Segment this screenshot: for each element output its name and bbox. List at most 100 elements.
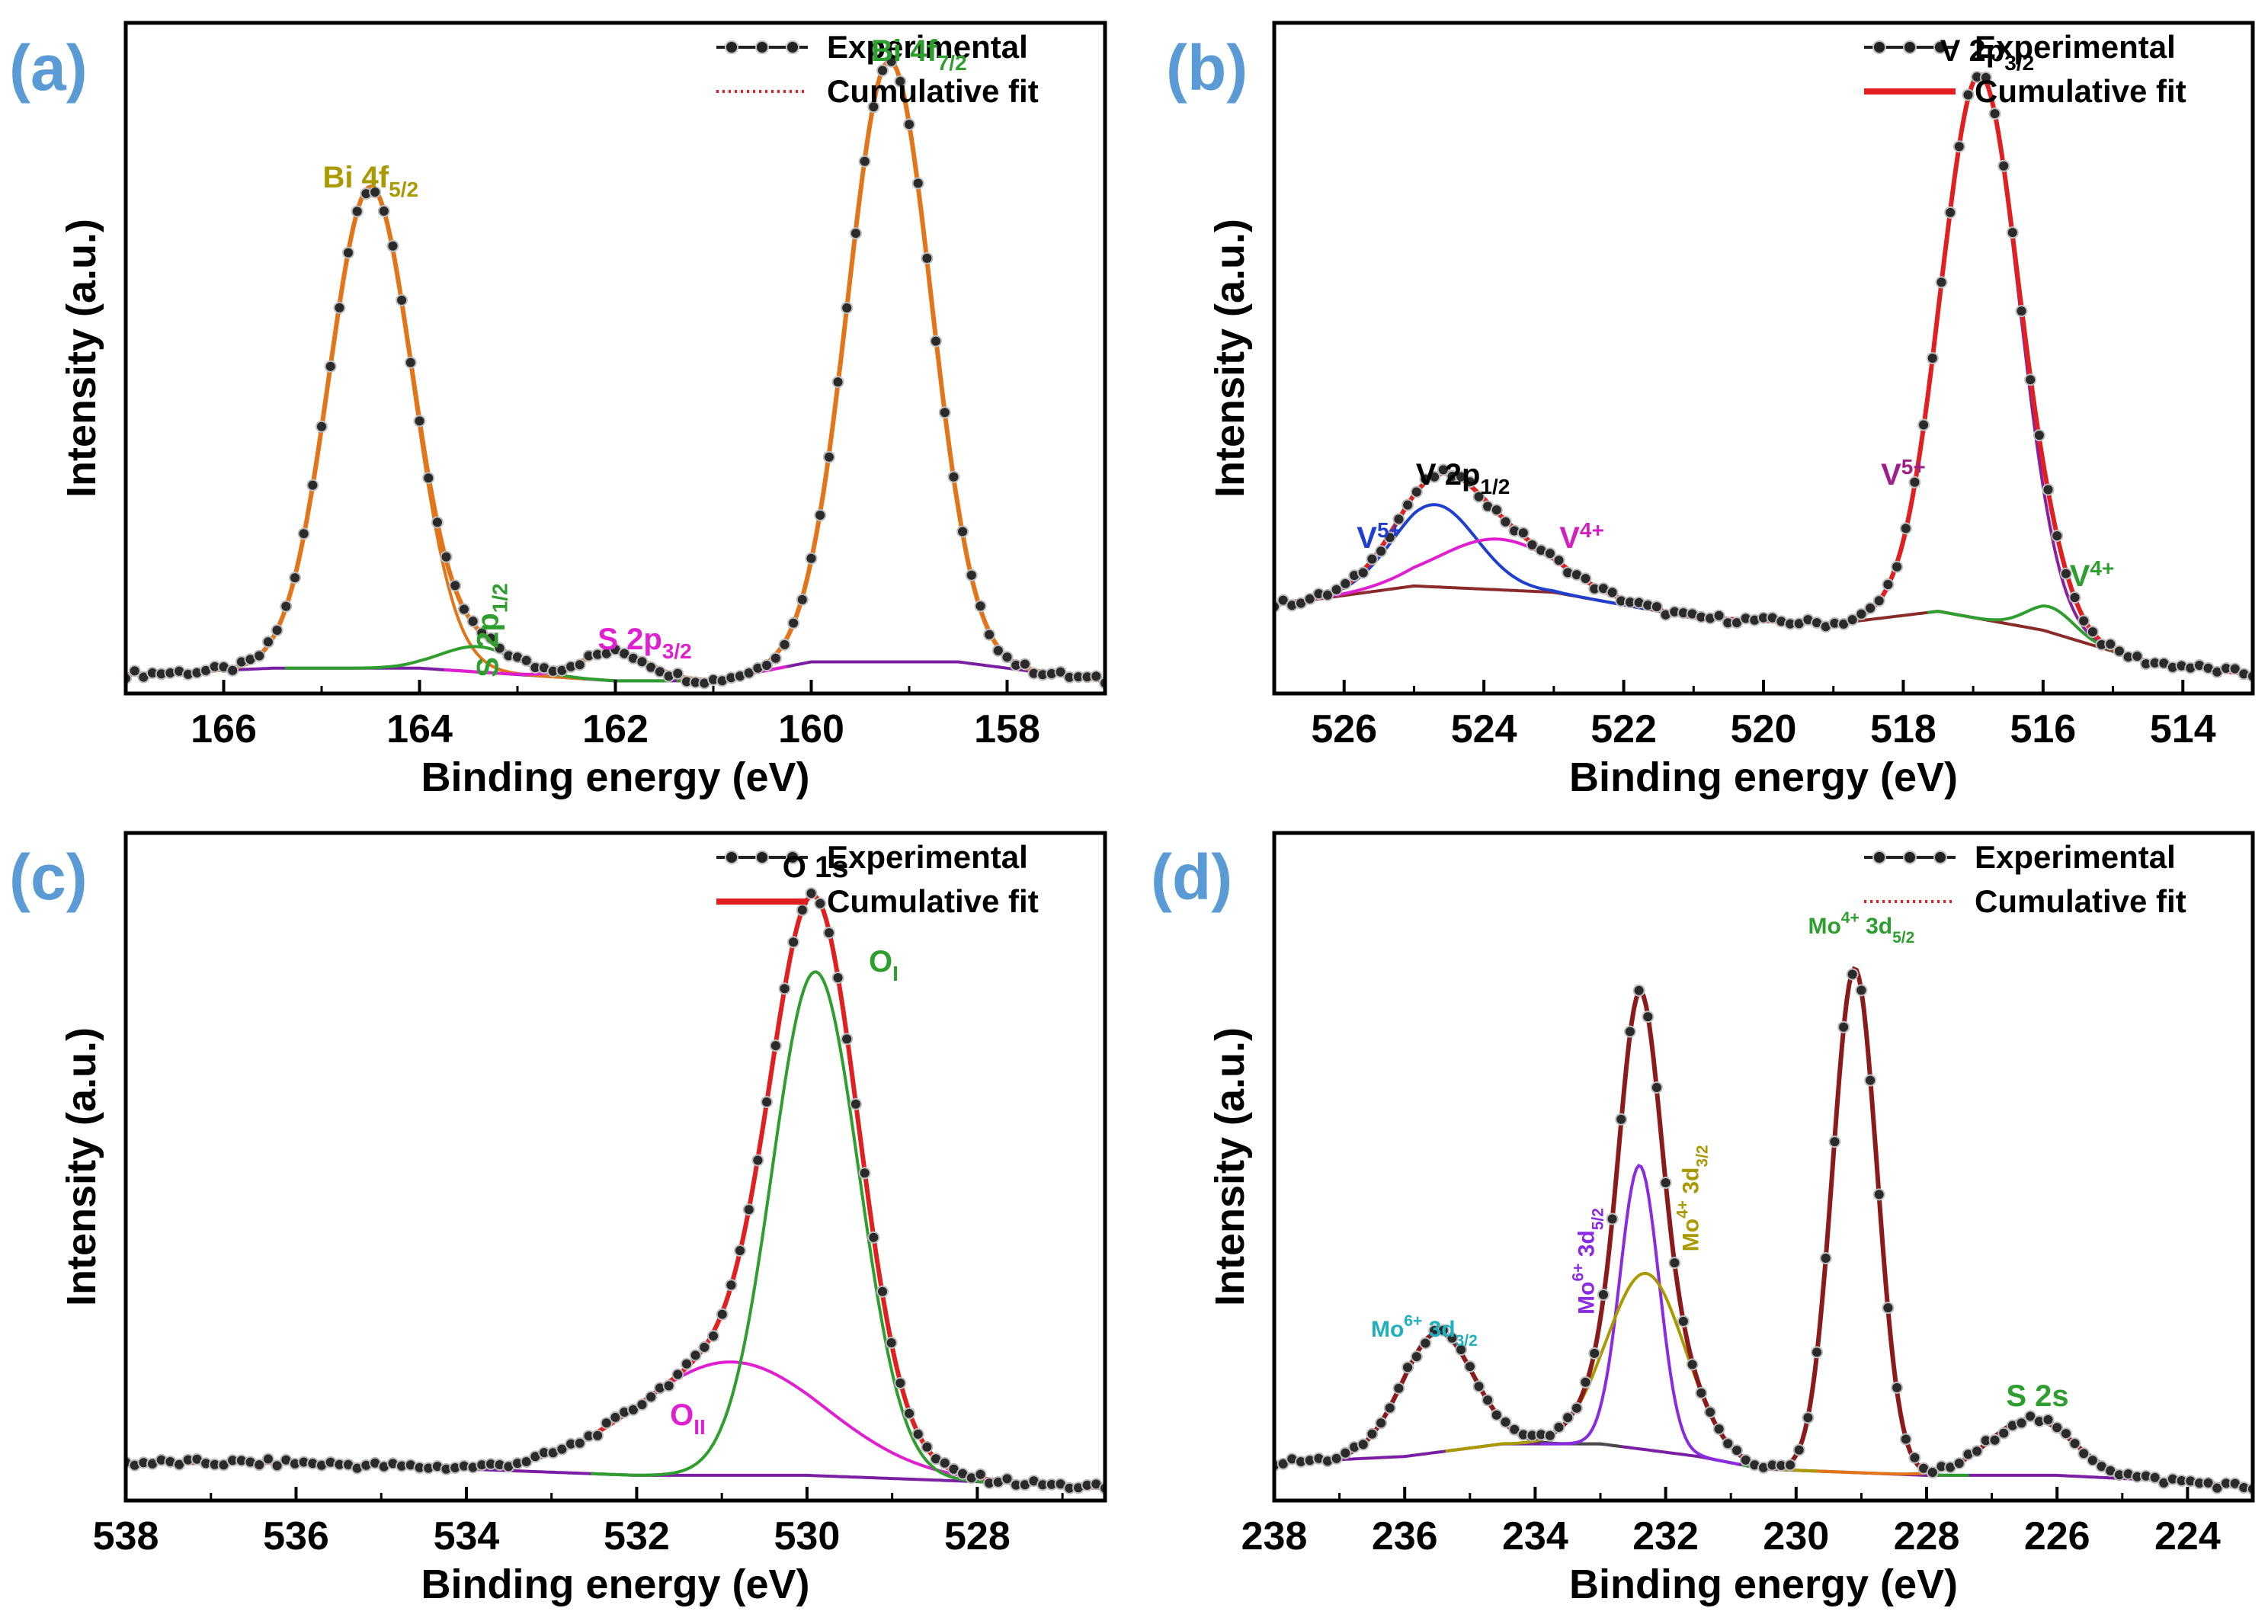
- experimental-point: [2051, 530, 2064, 543]
- x-tick-label: 514: [2150, 707, 2216, 751]
- experimental-point: [2068, 591, 2081, 604]
- experimental-point: [1588, 1347, 1601, 1360]
- peak-annotation: O 1s: [783, 850, 849, 884]
- plot-area: [1274, 966, 2253, 1495]
- experimental-point: [1570, 1401, 1583, 1414]
- experimental-point: [1366, 553, 1379, 565]
- experimental-point: [796, 904, 809, 917]
- x-tick-label: 516: [2010, 707, 2076, 751]
- experimental-point: [2077, 1447, 2090, 1460]
- experimental-point: [858, 1167, 871, 1180]
- legend-entry-experimental: Experimental: [1864, 29, 2176, 65]
- peak-annotation: Mo4+ 3d5/2: [1808, 909, 1914, 947]
- experimental-point: [2015, 1417, 2028, 1430]
- experimental-point: [1784, 1459, 1796, 1472]
- experimental-point: [1054, 665, 1067, 678]
- plot-area: [126, 55, 1105, 690]
- experimental-point: [1988, 107, 2001, 120]
- experimental-point: [457, 603, 470, 616]
- experimental-point: [2042, 1414, 2055, 1426]
- experimental-point: [128, 665, 141, 677]
- experimental-point: [974, 600, 987, 613]
- x-tick-label: 164: [386, 707, 453, 751]
- experimental-point: [1908, 1451, 1921, 1464]
- experimental-point: [2113, 645, 2125, 658]
- experimental-point: [938, 1456, 951, 1469]
- experimental-point: [911, 177, 924, 190]
- experimental-point: [947, 470, 960, 483]
- panel-c: 538 536 534 532 530 528 Binding energy (eV) Int…: [9, 831, 1107, 1607]
- experimental-point: [885, 1337, 898, 1349]
- x-tick-label: 232: [1632, 1514, 1699, 1558]
- experimental-point: [769, 1039, 782, 1052]
- experimental-point: [911, 1427, 924, 1440]
- legend-marker: [725, 40, 738, 54]
- experimental-point: [485, 632, 497, 645]
- experimental-point: [1846, 613, 1859, 626]
- experimental-point: [787, 617, 800, 629]
- experimental-point: [1562, 1411, 1574, 1424]
- legend-label: Cumulative fit: [1975, 73, 2186, 109]
- experimental-point: [991, 644, 1004, 657]
- peak-annotation: Bi 4f7/2: [871, 34, 967, 75]
- peak-annotation: OI: [869, 945, 899, 985]
- x-tick-label: 160: [778, 707, 844, 751]
- experimental-point: [938, 406, 951, 419]
- experimental-point: [2086, 626, 2099, 639]
- experimental-point: [1375, 1417, 1388, 1430]
- experimental-point: [261, 1453, 274, 1465]
- panel-label: (d): [1151, 841, 1232, 913]
- experimental-point: [1926, 1466, 1939, 1478]
- experimental-point: [841, 1033, 854, 1046]
- experimental-point: [1437, 1324, 1450, 1337]
- peak-annotation: V4+: [2070, 556, 2115, 593]
- experimental-point: [805, 552, 818, 565]
- experimental-point: [1455, 1344, 1468, 1356]
- experimental-point: [1606, 586, 1619, 599]
- experimental-point: [1792, 1443, 1805, 1456]
- experimental-point: [867, 101, 880, 114]
- x-tick-label: 524: [1451, 707, 1517, 751]
- experimental-point: [1357, 566, 1369, 579]
- peak-annotation: S 2p1/2: [471, 583, 511, 677]
- experimental-point: [1962, 88, 1975, 101]
- experimental-point: [2024, 1410, 2037, 1423]
- experimental-point: [440, 550, 453, 563]
- experimental-point: [1330, 583, 1343, 596]
- experimental-point: [1971, 1445, 1984, 1458]
- experimental-point: [306, 479, 319, 492]
- experimental-point: [520, 1456, 533, 1468]
- experimental-point: [324, 360, 337, 373]
- experimental-point: [1944, 206, 1957, 219]
- y-axis-title: Intensity (a.u.): [59, 219, 104, 498]
- x-tick-label: 236: [1372, 1514, 1438, 1558]
- experimental-point: [2228, 662, 2241, 675]
- x-axis-title: Binding energy (eV): [421, 1562, 809, 1607]
- experimental-point: [520, 654, 533, 667]
- legend-marker: [1933, 40, 1947, 54]
- x-tick-label: 536: [263, 1514, 329, 1558]
- experimental-point: [1819, 1252, 1832, 1264]
- experimental-point: [1704, 1406, 1716, 1418]
- peak-annotation: S 2s: [2006, 1379, 2068, 1413]
- component-peak-oi: [591, 970, 1040, 1487]
- experimental-point: [1846, 968, 1859, 981]
- experimental-point: [1935, 276, 1948, 289]
- experimental-point: [983, 628, 996, 641]
- peak-annotation: V5+: [1881, 455, 1926, 492]
- experimental-point: [626, 1403, 639, 1416]
- experimental-point: [1321, 588, 1334, 601]
- experimental-point: [841, 302, 854, 314]
- plot-frame: [123, 831, 1107, 1503]
- x-tick-label: 528: [944, 1514, 1011, 1558]
- experimental-point: [761, 659, 774, 671]
- experimental-point: [1472, 1380, 1485, 1393]
- experimental-point: [1392, 513, 1405, 526]
- experimental-point: [1606, 1212, 1619, 1225]
- experimental-point: [814, 897, 827, 910]
- experimental-point: [1090, 670, 1103, 683]
- experimental-point: [1508, 1423, 1521, 1436]
- experimental-point: [636, 655, 649, 668]
- experimental-point: [2086, 1454, 2099, 1467]
- experimental-point: [2015, 305, 2028, 318]
